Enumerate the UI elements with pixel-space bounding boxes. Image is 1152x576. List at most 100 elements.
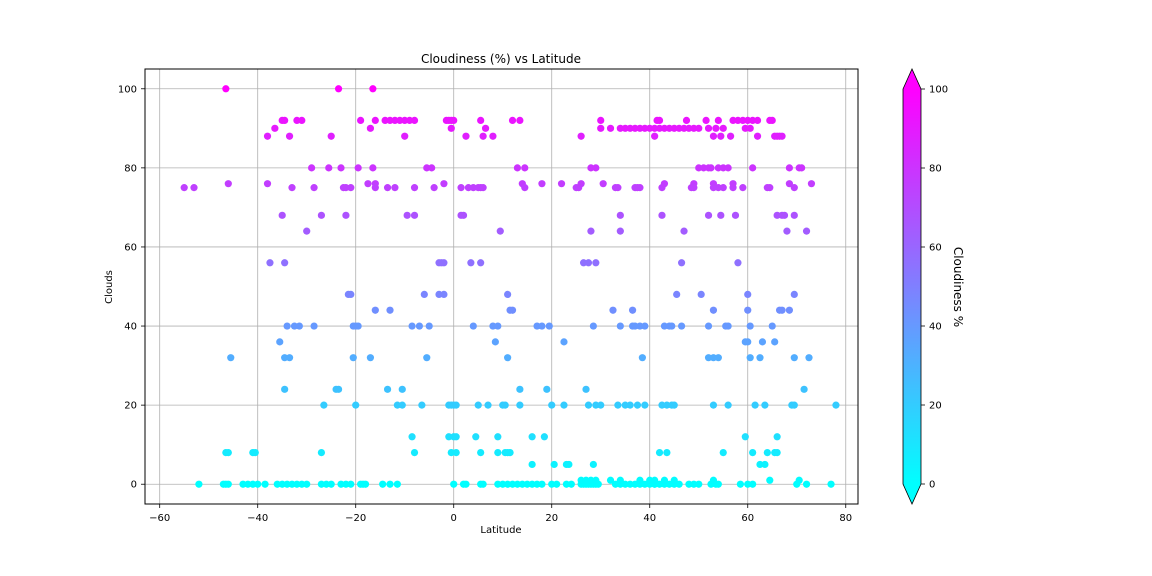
data-point bbox=[641, 401, 649, 409]
data-point bbox=[766, 476, 774, 484]
data-point bbox=[222, 85, 230, 93]
data-point bbox=[281, 385, 289, 393]
data-point bbox=[785, 164, 793, 172]
data-point bbox=[366, 124, 375, 132]
data-point bbox=[401, 132, 409, 140]
data-point bbox=[785, 180, 793, 188]
data-point bbox=[761, 401, 769, 409]
colorbar-tick-label: 80 bbox=[929, 164, 942, 175]
data-point bbox=[731, 211, 740, 219]
data-point bbox=[430, 184, 438, 192]
data-point bbox=[577, 132, 585, 140]
data-point bbox=[477, 259, 485, 267]
data-point bbox=[719, 448, 727, 457]
colorbar-tick-label: 0 bbox=[929, 480, 935, 491]
data-point bbox=[606, 476, 615, 484]
data-point bbox=[325, 164, 333, 172]
data-point bbox=[459, 211, 468, 219]
data-point bbox=[266, 259, 274, 267]
colorbar-extend-bottom bbox=[903, 484, 921, 504]
data-point bbox=[352, 401, 360, 409]
data-point bbox=[709, 132, 718, 140]
data-point bbox=[670, 476, 678, 484]
data-point bbox=[347, 480, 355, 488]
data-point bbox=[538, 322, 546, 330]
data-point bbox=[428, 164, 436, 172]
data-point bbox=[584, 401, 593, 409]
data-point bbox=[521, 184, 529, 192]
data-point bbox=[677, 322, 686, 330]
data-point bbox=[746, 124, 754, 132]
data-point bbox=[415, 322, 424, 330]
y-tick-label: 60 bbox=[124, 242, 137, 253]
data-point bbox=[709, 306, 718, 314]
data-point bbox=[744, 306, 752, 314]
data-point bbox=[479, 184, 487, 192]
data-point bbox=[677, 259, 686, 267]
plot-area-frame bbox=[144, 68, 859, 505]
data-point bbox=[724, 164, 732, 172]
data-point bbox=[592, 164, 600, 172]
data-point bbox=[450, 116, 458, 125]
data-point bbox=[589, 322, 597, 330]
data-point bbox=[224, 180, 232, 188]
y-tick-label: 20 bbox=[124, 401, 137, 412]
data-point bbox=[636, 184, 644, 192]
data-point bbox=[386, 306, 394, 314]
data-point bbox=[690, 184, 698, 192]
data-point bbox=[675, 480, 683, 488]
data-point bbox=[763, 448, 771, 457]
data-point bbox=[496, 227, 504, 235]
data-point bbox=[592, 259, 600, 267]
data-point bbox=[741, 433, 749, 441]
data-point bbox=[606, 124, 615, 132]
data-point bbox=[516, 385, 524, 393]
data-point bbox=[354, 164, 362, 172]
data-point bbox=[680, 227, 688, 235]
data-point bbox=[744, 338, 752, 346]
data-point bbox=[190, 184, 198, 192]
data-point bbox=[807, 180, 816, 188]
data-point bbox=[780, 211, 789, 219]
data-point bbox=[827, 480, 835, 488]
data-point bbox=[440, 259, 448, 267]
data-point bbox=[251, 448, 259, 457]
data-point bbox=[450, 480, 458, 488]
data-point bbox=[758, 338, 767, 346]
data-point bbox=[726, 132, 735, 140]
data-point bbox=[425, 322, 433, 330]
x-tick-label: 80 bbox=[839, 513, 852, 524]
data-point bbox=[224, 448, 232, 457]
data-point bbox=[682, 116, 691, 125]
data-point bbox=[790, 211, 798, 219]
data-point bbox=[744, 290, 752, 299]
data-point bbox=[393, 480, 401, 488]
data-point bbox=[714, 354, 722, 362]
data-point bbox=[308, 164, 316, 172]
data-point bbox=[663, 448, 671, 457]
data-point bbox=[719, 124, 727, 132]
data-point bbox=[790, 401, 798, 409]
data-point bbox=[327, 480, 335, 488]
x-tick-label: −20 bbox=[345, 513, 366, 524]
data-point bbox=[749, 164, 757, 172]
data-point bbox=[310, 322, 318, 330]
data-point bbox=[712, 124, 720, 132]
y-tick-label: 40 bbox=[124, 322, 137, 333]
data-point bbox=[704, 211, 713, 219]
data-points bbox=[180, 85, 840, 488]
data-point bbox=[771, 338, 779, 346]
data-point bbox=[709, 401, 718, 409]
data-point bbox=[288, 184, 296, 192]
data-point bbox=[616, 476, 624, 484]
data-point bbox=[440, 290, 448, 299]
y-tick-label: 0 bbox=[131, 480, 137, 491]
data-point bbox=[599, 180, 607, 188]
data-point bbox=[310, 184, 318, 192]
data-point bbox=[795, 476, 803, 484]
data-point bbox=[746, 322, 754, 330]
data-point bbox=[278, 211, 286, 219]
data-point bbox=[832, 401, 840, 409]
data-point bbox=[513, 164, 522, 172]
data-point bbox=[477, 448, 485, 457]
